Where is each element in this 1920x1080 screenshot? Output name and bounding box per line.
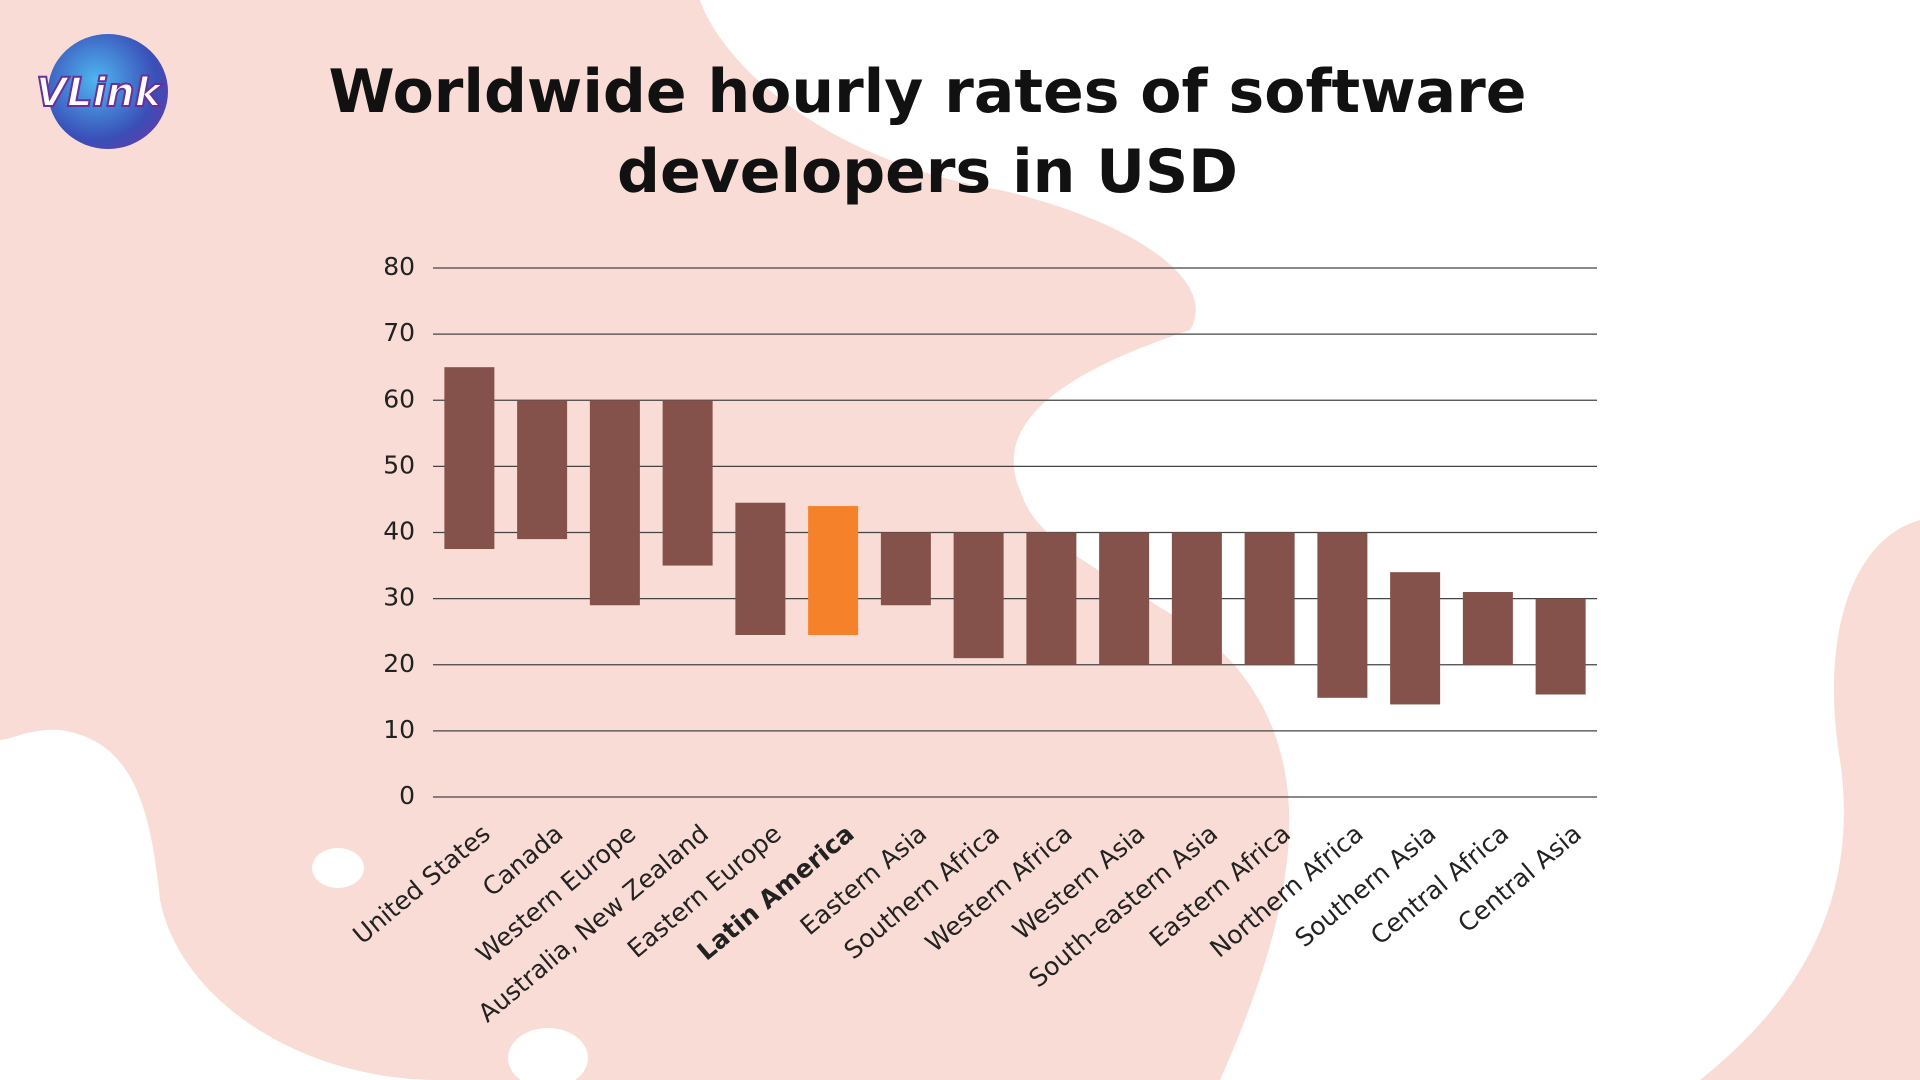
bar — [1462, 592, 1513, 665]
bar — [953, 532, 1004, 659]
bar — [1244, 532, 1295, 665]
blob — [0, 0, 1290, 1080]
x-tick-label: Central Asia — [1452, 819, 1587, 939]
logo: VLink — [35, 69, 162, 117]
bar — [1317, 532, 1368, 698]
bar — [1390, 572, 1441, 705]
chart-title: Worldwide hourly rates of software devel… — [328, 57, 1527, 207]
bar — [1535, 598, 1586, 695]
y-tick-label: 10 — [383, 715, 415, 744]
y-tick-label: 80 — [383, 252, 415, 281]
y-tick-label: 70 — [383, 318, 415, 347]
bar — [735, 502, 786, 635]
bar — [1171, 532, 1222, 665]
bar — [880, 532, 931, 606]
bar — [589, 400, 640, 606]
bar — [444, 367, 495, 550]
y-tick-label: 0 — [399, 781, 415, 810]
y-tick-label: 40 — [383, 517, 415, 546]
bubble — [508, 1028, 588, 1080]
bar — [1026, 532, 1077, 665]
bar — [1099, 532, 1150, 665]
bar — [808, 506, 859, 635]
bubble — [312, 848, 364, 888]
y-tick-label: 20 — [383, 649, 415, 678]
logo-globe — [48, 34, 168, 149]
y-tick-label: 60 — [383, 384, 415, 413]
bar — [517, 400, 568, 540]
blob — [1700, 520, 1920, 1080]
y-tick-label: 30 — [383, 583, 415, 612]
bar — [662, 400, 713, 566]
x-tick-label: United States — [347, 819, 495, 950]
y-tick-label: 50 — [383, 450, 415, 479]
